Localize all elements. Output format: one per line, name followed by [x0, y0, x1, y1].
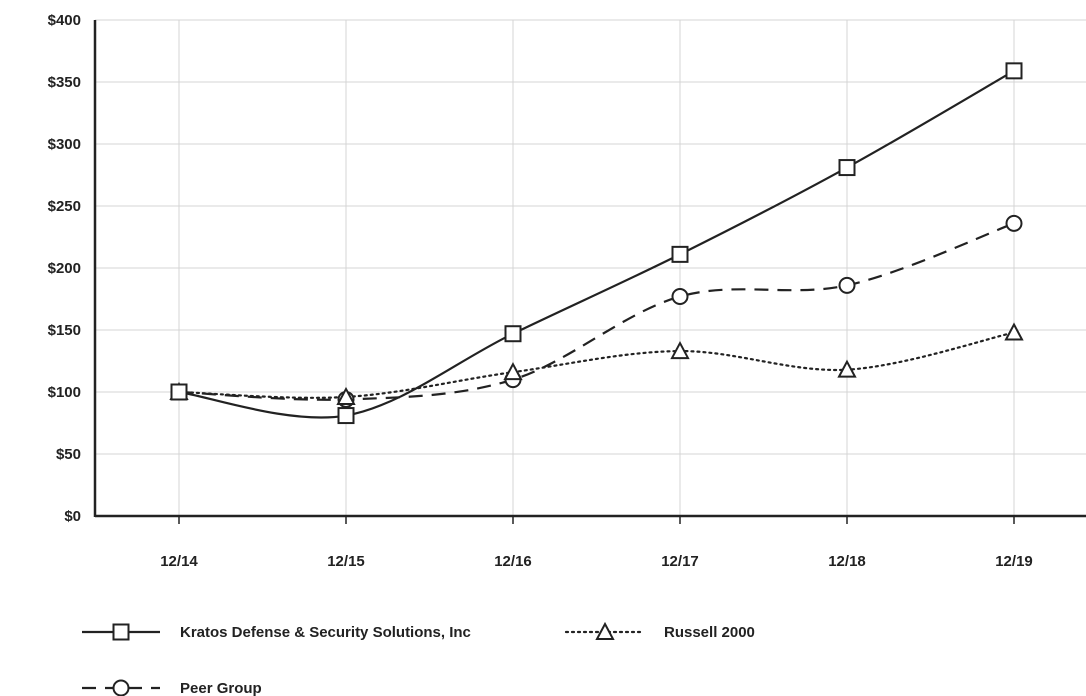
legend: Kratos Defense & Security Solutions, Inc…: [82, 621, 755, 696]
legend-triangle-marker: [595, 621, 615, 640]
square-series-line: [178, 69, 1015, 419]
square-marker: [337, 407, 355, 425]
legend-label: Peer Group: [180, 680, 262, 696]
square-marker: [838, 159, 856, 177]
y-tick-label: $250: [48, 198, 81, 215]
x-tick-label: 12/15: [327, 553, 365, 570]
legend-item: Kratos Defense & Security Solutions, Inc: [82, 623, 471, 641]
y-axis-ticks: $0 $50 $100 $150 $200 $250 $300 $350 $400: [48, 12, 81, 525]
y-tick-label: $0: [64, 508, 81, 525]
grid: [95, 19, 1086, 516]
triangle-marker: [1004, 322, 1024, 341]
axes: [93, 20, 1086, 518]
legend-item: Peer Group: [82, 679, 262, 696]
circle-marker: [838, 276, 856, 294]
y-tick-label: $300: [48, 136, 81, 153]
x-axis-ticks: 12/14 12/15 12/16 12/17 12/18 12/19: [160, 516, 1033, 570]
circle-series-line: [178, 222, 1015, 401]
series-group: [169, 62, 1024, 425]
square-marker: [504, 325, 522, 343]
x-tick-label: 12/17: [661, 553, 699, 570]
legend-label: Russell 2000: [664, 624, 755, 641]
triangle-marker: [336, 386, 356, 405]
y-tick-label: $150: [48, 322, 81, 339]
x-tick-label: 12/16: [494, 553, 532, 570]
y-tick-label: $200: [48, 260, 81, 277]
triangle-marker: [503, 362, 523, 381]
square-marker: [671, 245, 689, 263]
circle-marker: [671, 288, 689, 306]
legend-item: Russell 2000: [564, 621, 755, 641]
y-tick-label: $100: [48, 384, 81, 401]
triangle-marker: [837, 359, 857, 378]
circle-marker: [1005, 214, 1023, 232]
x-tick-label: 12/18: [828, 553, 866, 570]
y-tick-label: $50: [56, 446, 81, 463]
x-tick-label: 12/19: [995, 553, 1033, 570]
legend-label: Kratos Defense & Security Solutions, Inc: [180, 624, 471, 641]
square-marker: [1005, 62, 1023, 80]
triangle-series-line: [177, 331, 1016, 399]
y-tick-label: $350: [48, 74, 81, 91]
legend-square-marker: [112, 623, 130, 641]
triangle-marker: [670, 340, 690, 360]
x-tick-label: 12/14: [160, 553, 198, 570]
y-tick-label: $400: [48, 12, 81, 29]
legend-circle-marker: [112, 679, 130, 696]
square-marker: [170, 383, 188, 401]
